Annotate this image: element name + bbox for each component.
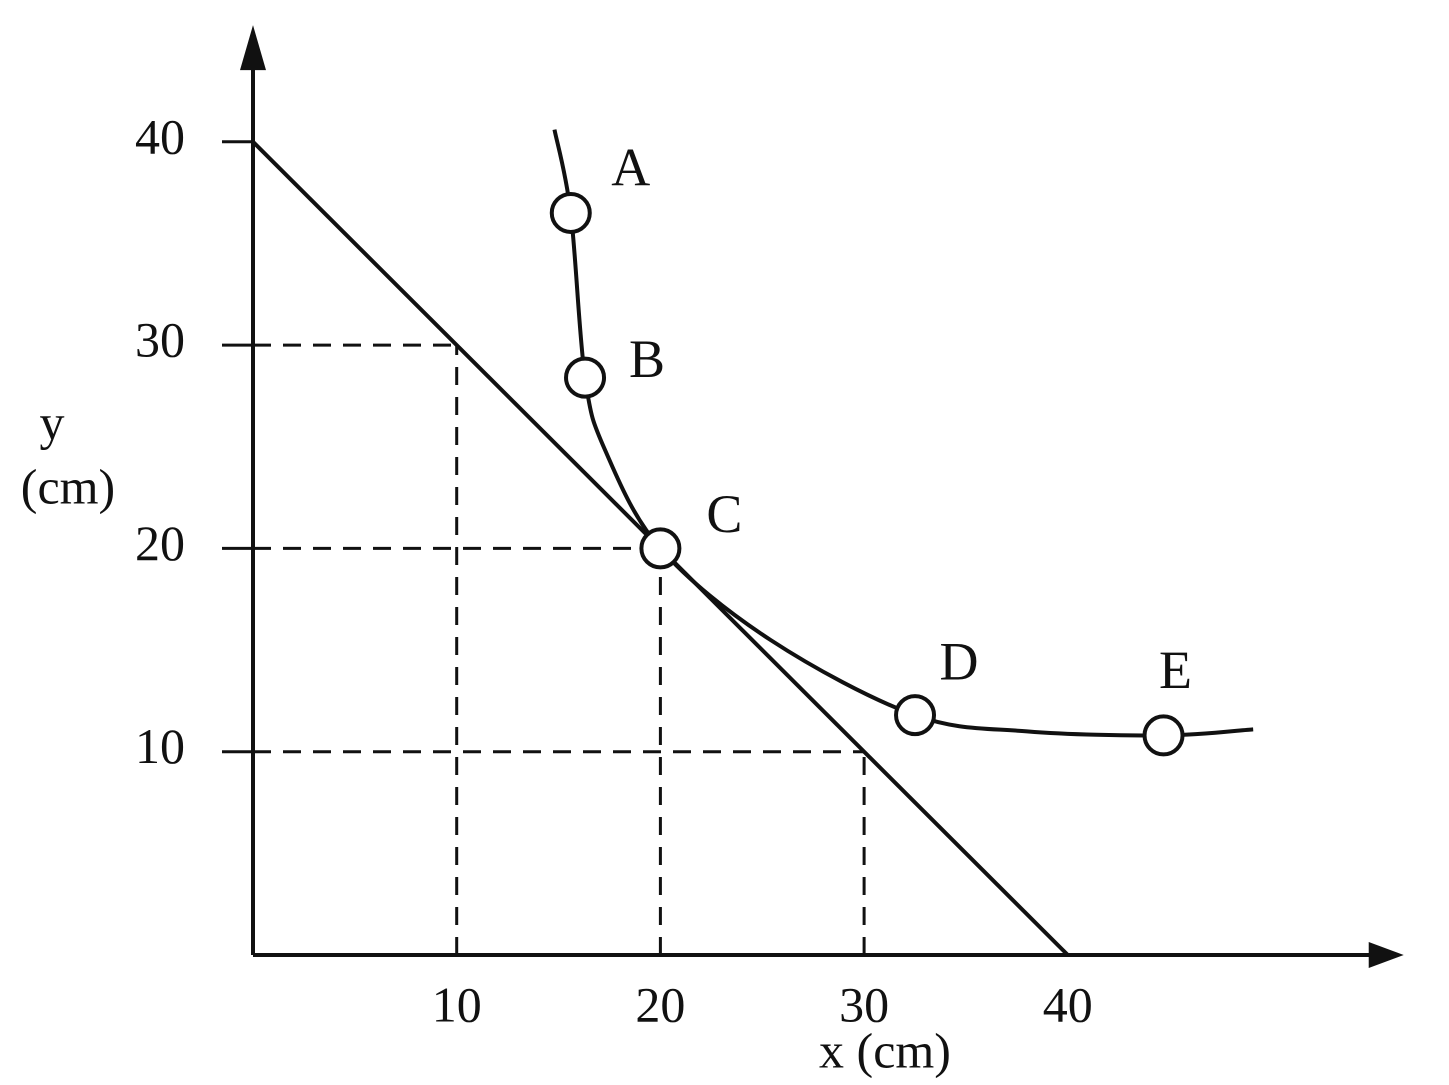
x-tick-label: 30	[839, 976, 889, 1032]
y-tick-label: 10	[135, 718, 185, 774]
y-axis-label: (cm)	[21, 458, 115, 514]
y-axis-label: y	[40, 394, 65, 450]
point-label: A	[611, 137, 650, 197]
point-label: D	[940, 631, 979, 691]
line	[552, 129, 1254, 738]
x-tick-label: 10	[432, 976, 482, 1032]
y-axis-arrow	[240, 25, 266, 71]
y-tick-label: 30	[135, 312, 185, 368]
point-label: B	[629, 329, 665, 389]
point	[549, 191, 592, 234]
point	[1142, 714, 1185, 757]
point	[564, 356, 607, 399]
point-label: E	[1159, 640, 1192, 700]
point-label: C	[706, 484, 742, 544]
point	[894, 694, 937, 737]
y-tick-label: 40	[135, 108, 185, 164]
x-axis-arrow	[1368, 942, 1404, 968]
x-axis-label: x (cm)	[819, 1022, 951, 1078]
point	[639, 527, 682, 570]
x-tick-label: 40	[1043, 976, 1093, 1032]
x-tick-label: 20	[635, 976, 685, 1032]
y-tick-label: 20	[135, 515, 185, 571]
